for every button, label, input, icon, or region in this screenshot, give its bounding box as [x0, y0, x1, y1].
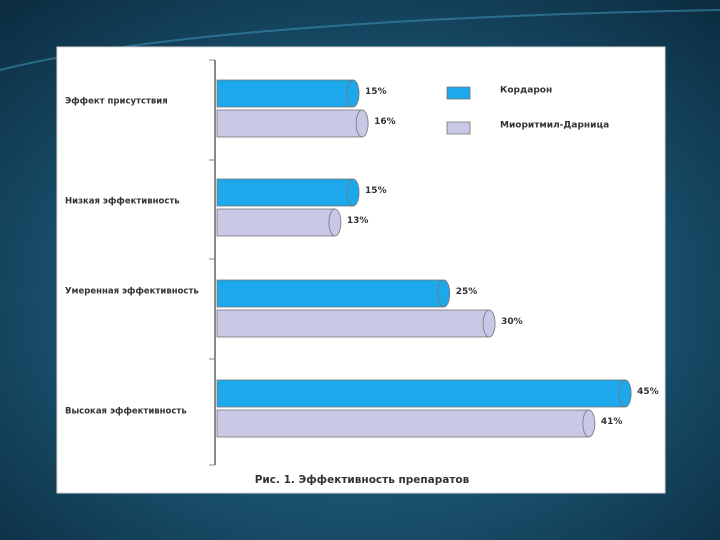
bar: [216, 279, 445, 308]
value-label: 41%: [601, 417, 623, 427]
value-label: 16%: [374, 117, 396, 127]
category-label: Низкая эффективность: [65, 197, 180, 207]
bar: [216, 109, 363, 138]
category-label: Эффект присутствия: [65, 97, 168, 107]
bar: [216, 79, 354, 108]
bar: [216, 208, 336, 237]
bar: [216, 178, 354, 207]
bar-cap: [582, 409, 596, 438]
category-label: Умеренная эффективность: [65, 287, 199, 297]
bar-cap: [355, 109, 369, 138]
legend-swatch: [446, 121, 471, 135]
bar-cap: [482, 309, 496, 338]
chart-title: Рис. 1. Эффективность препаратов: [255, 474, 470, 486]
value-label: 15%: [365, 186, 387, 196]
value-label: 45%: [637, 387, 659, 397]
bar-cap: [437, 279, 451, 308]
legend-label: Миоритмил-Дарница: [500, 121, 609, 131]
bar: [216, 409, 590, 438]
bar-cap: [328, 208, 342, 237]
bar: [216, 309, 490, 338]
bar: [216, 379, 626, 408]
bar-cap: [618, 379, 632, 408]
bar-cap: [346, 79, 360, 108]
bar-cap: [346, 178, 360, 207]
value-label: 30%: [501, 317, 523, 327]
legend-swatch: [446, 86, 471, 100]
value-label: 25%: [456, 287, 478, 297]
value-label: 15%: [365, 87, 387, 97]
category-separators: [209, 59, 215, 466]
value-label: 13%: [347, 216, 369, 226]
legend-label: Кордарон: [500, 86, 552, 96]
category-label: Высокая эффективность: [65, 407, 187, 417]
